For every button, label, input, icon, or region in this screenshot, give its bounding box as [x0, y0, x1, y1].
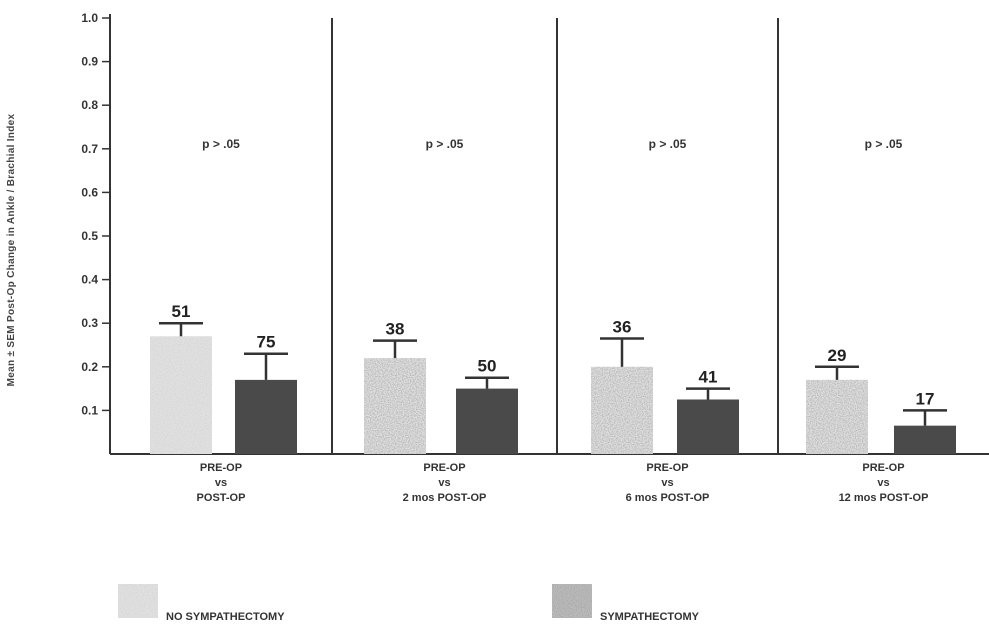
y-tick-label: 0.4	[81, 273, 98, 287]
y-tick-label: 0.1	[81, 403, 98, 417]
y-tick-label: 0.5	[81, 229, 98, 243]
legend-swatch-no-sympathectomy	[118, 584, 158, 618]
bars	[150, 336, 956, 454]
x-category-label: 12 mos POST-OP	[839, 492, 929, 504]
x-category-label: 2 mos POST-OP	[403, 492, 487, 504]
bar-sympathectomy	[456, 388, 518, 454]
p-value-label: p > .05	[649, 137, 687, 151]
sample-size-label: 51	[172, 302, 191, 321]
y-tick-label: 0.7	[81, 142, 98, 156]
y-axis-ticks: 0.1 0.2 0.3 0.4 0.5 0.6 0.7 0.8 0.9 1.0	[81, 11, 110, 417]
bar-sympathectomy	[894, 425, 956, 454]
sample-size-label: 41	[699, 368, 718, 387]
x-category-label: vs	[661, 477, 673, 489]
sample-size-label: 17	[916, 389, 935, 408]
sample-size-label: 75	[257, 333, 276, 352]
x-category-label: PRE-OP	[200, 462, 242, 474]
bar-sympathectomy	[235, 379, 297, 454]
y-tick-label: 0.8	[81, 98, 98, 112]
x-category-label: PRE-OP	[862, 462, 904, 474]
x-category-label: POST-OP	[197, 492, 246, 504]
y-tick-label: 0.6	[81, 185, 98, 199]
legend-label-no-sympathectomy: NO SYMPATHECTOMY	[166, 611, 285, 623]
y-tick-label: 1.0	[81, 11, 98, 25]
x-category-label: vs	[215, 477, 227, 489]
p-value-label: p > .05	[202, 137, 240, 151]
sample-size-label: 36	[613, 317, 632, 336]
legend-label-sympathectomy: SYMPATHECTOMY	[600, 611, 700, 623]
p-value-label: p > .05	[426, 137, 464, 151]
x-category-label: 6 mos POST-OP	[626, 492, 710, 504]
y-tick-label: 0.3	[81, 316, 98, 330]
sample-size-label: 38	[386, 320, 405, 339]
x-category-label: vs	[877, 477, 889, 489]
annotations: p > .05 PRE-OP vs POST-OP 51 75 p > .05 PRE-OP v…	[172, 137, 935, 504]
x-category-label: PRE-OP	[423, 462, 465, 474]
y-tick-label: 0.9	[81, 55, 98, 69]
error-bars	[159, 321, 947, 426]
x-category-label: vs	[438, 477, 450, 489]
x-category-label: PRE-OP	[646, 462, 688, 474]
bar-no-sympathectomy	[364, 358, 426, 454]
panel-dividers	[331, 18, 779, 454]
y-tick-label: 0.2	[81, 360, 98, 374]
y-axis-label: Mean ± SEM Post-Op Change in Ankle / Bra…	[6, 114, 17, 387]
bar-sympathectomy	[677, 399, 739, 454]
bar-no-sympathectomy	[150, 336, 212, 454]
sample-size-label: 29	[828, 346, 847, 365]
bar-no-sympathectomy	[591, 366, 653, 454]
p-value-label: p > .05	[865, 137, 903, 151]
bar-no-sympathectomy	[806, 379, 868, 454]
sample-size-label: 50	[478, 357, 497, 376]
legend: NO SYMPATHECTOMY SYMPATHECTOMY	[118, 584, 700, 623]
legend-swatch-sympathectomy	[552, 584, 592, 618]
